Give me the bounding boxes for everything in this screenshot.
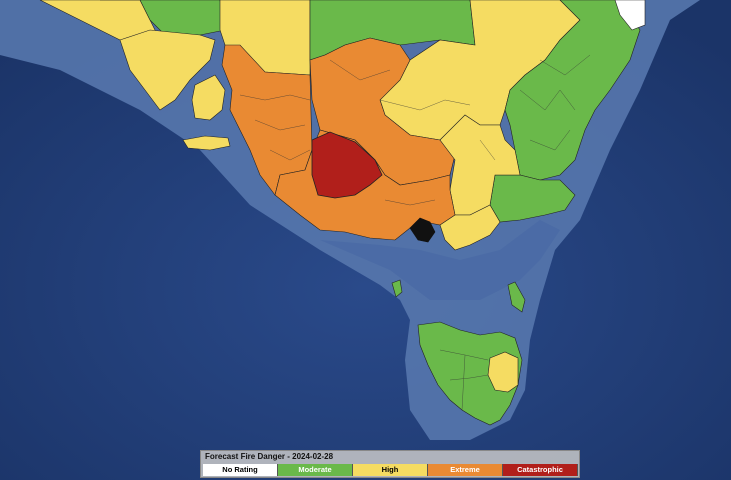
legend-item-moderate: Moderate <box>278 464 353 476</box>
region-tasmania <box>417 321 523 426</box>
region-yorke <box>191 74 226 121</box>
region-tasmania-east <box>487 351 519 393</box>
district-borders <box>239 54 591 206</box>
legend-item-no-rating: No Rating <box>203 464 278 476</box>
region-nsw-far-ne <box>614 0 646 31</box>
region-gippsland <box>439 204 501 251</box>
shelf-bass-strait <box>320 220 560 300</box>
legend-title: Forecast Fire Danger - 2024-02-28 <box>205 452 334 461</box>
legend: Forecast Fire Danger - 2024-02-28 No Rat… <box>200 450 580 478</box>
legend-item-extreme: Extreme <box>428 464 503 476</box>
legend-item-catastrophic: Catastrophic <box>503 464 578 476</box>
legend-item-high: High <box>353 464 428 476</box>
legend-row: No Rating Moderate High Extreme Catastro… <box>203 464 578 476</box>
tasmania-districts <box>439 349 489 411</box>
port-phillip-bay <box>409 217 436 243</box>
island-flinders <box>507 281 526 313</box>
region-catastrophic <box>311 131 383 199</box>
island-bass-strait-1 <box>391 279 403 298</box>
region-eyre-peninsula <box>119 29 216 111</box>
region-kangaroo-island <box>182 135 231 151</box>
